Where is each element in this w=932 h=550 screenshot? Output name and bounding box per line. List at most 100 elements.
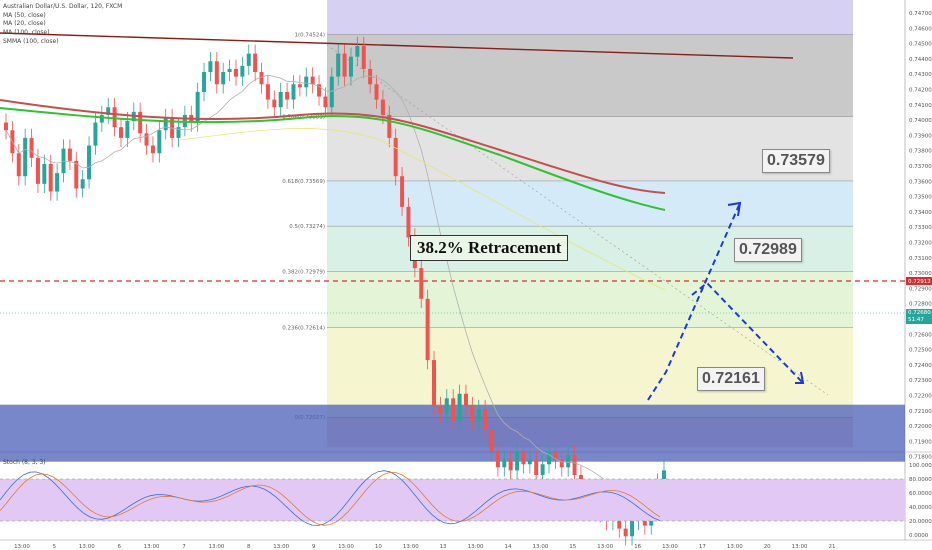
price-tick-label: 0.73400 — [909, 210, 932, 216]
candle-body — [87, 145, 92, 180]
ma100-line — [0, 107, 666, 211]
indicator-ma100: MA (100, close) — [3, 29, 50, 37]
candle-body — [495, 452, 500, 468]
target-upper-callout[interactable]: 0.73579 — [762, 149, 830, 173]
candle-body — [425, 298, 430, 361]
candle-body — [662, 470, 666, 483]
price-tick-label: 0.73900 — [909, 133, 932, 139]
time-tick-label: 13:00 — [468, 544, 484, 550]
price-tick-label: 0.72100 — [909, 409, 932, 415]
candle-body — [265, 84, 270, 100]
time-tick-label: 13 — [440, 544, 447, 550]
price-tick-label: 0.74400 — [909, 57, 932, 63]
stoch-d-line — [0, 471, 661, 526]
candle-body — [336, 53, 341, 77]
candle-body — [547, 452, 552, 465]
price-tick-label: 0.72300 — [909, 378, 932, 384]
candle-body — [150, 145, 155, 154]
fib-band — [327, 34, 853, 117]
candle-body — [221, 72, 226, 85]
time-tick-label: 14 — [505, 544, 512, 550]
price-tick-label: 0.73500 — [909, 195, 932, 201]
candle-body — [93, 122, 98, 146]
target-mid-callout[interactable]: 0.72989 — [734, 238, 802, 262]
candle-body — [272, 99, 277, 108]
candle-body — [527, 459, 532, 465]
stoch-tick-label: 40.0000 — [909, 505, 932, 511]
countdown-label: 51:47 — [908, 317, 924, 323]
candle-body — [521, 452, 526, 465]
candle-body — [240, 65, 245, 77]
stoch-tick-label: 20.0000 — [909, 519, 932, 525]
candle-body — [553, 452, 558, 460]
fib-band-top — [327, 0, 853, 35]
candle-body — [259, 72, 264, 85]
candle-body — [451, 398, 456, 422]
price-tick-label: 0.73600 — [909, 179, 932, 185]
price-tick-label: 0.74200 — [909, 88, 932, 94]
time-tick-label: 13:00 — [662, 544, 678, 550]
price-tick-label: 0.72500 — [909, 348, 932, 354]
candle-body — [163, 117, 168, 131]
candle-body — [195, 91, 200, 123]
candle-body — [214, 61, 219, 85]
time-tick-label: 7 — [182, 544, 186, 550]
target-lower-callout[interactable]: 0.72161 — [697, 367, 765, 391]
arrow-head-up — [727, 201, 742, 217]
candle-body — [566, 455, 571, 468]
candle-body — [361, 45, 366, 69]
hline-price-tag — [906, 277, 932, 285]
time-tick-label: 13:00 — [144, 544, 160, 550]
candle-body — [559, 459, 564, 468]
price-tick-label: 0.72600 — [909, 332, 932, 338]
candle-body — [534, 459, 539, 475]
price-tick-label: 0.72800 — [909, 302, 932, 308]
indicator-ma50: MA (50, close) — [3, 11, 46, 19]
stoch-tick-label: 60.0000 — [909, 491, 932, 497]
candle-body — [176, 127, 181, 138]
stoch-k-line — [0, 470, 661, 526]
candle-body — [80, 179, 85, 189]
candle-body — [48, 163, 53, 192]
candle-body — [406, 206, 411, 238]
retracement-label[interactable]: 38.2% Retracement — [410, 235, 569, 261]
price-tick-label: 0.71900 — [909, 439, 932, 445]
price-tick-label: 0.74600 — [909, 26, 932, 32]
candle-body — [374, 84, 379, 100]
candle-body — [348, 56, 353, 77]
candle-body — [227, 68, 232, 73]
candle-body — [515, 452, 520, 471]
candle-body — [483, 409, 488, 430]
stoch-tick-label: 100.0000 — [909, 463, 932, 469]
time-tick-label: 13:00 — [208, 544, 224, 550]
fib-diagonal — [326, 44, 829, 396]
candle-body — [297, 84, 302, 88]
candle-body — [572, 455, 577, 475]
candle-body — [61, 148, 66, 174]
candle-body — [285, 91, 290, 100]
price-tick-label: 0.73200 — [909, 241, 932, 247]
stoch-band — [0, 479, 905, 521]
time-tick-label: 13:00 — [79, 544, 95, 550]
time-tick-label: 17 — [699, 544, 706, 550]
candle-body — [202, 72, 207, 92]
time-tick-label: 16 — [634, 544, 641, 550]
candle-body — [253, 53, 258, 73]
ma50-line — [179, 128, 666, 291]
candle-body — [317, 84, 322, 97]
time-tick-label: 13:00 — [403, 544, 419, 550]
candle-body — [342, 53, 347, 77]
candle-body — [246, 53, 251, 66]
candle-body — [444, 398, 449, 414]
time-tick-label: 21 — [829, 544, 836, 550]
smma-line — [0, 99, 666, 194]
projection-up-arrow — [647, 202, 741, 401]
candle-body — [16, 153, 21, 177]
price-tick-label: 0.73700 — [909, 164, 932, 170]
stoch-label: Stoch (8, 3, 3) — [3, 459, 46, 466]
candle-body — [55, 173, 60, 192]
fib-band — [327, 271, 853, 328]
trend-line — [0, 32, 794, 59]
price-tick-label: 0.74700 — [909, 11, 932, 17]
